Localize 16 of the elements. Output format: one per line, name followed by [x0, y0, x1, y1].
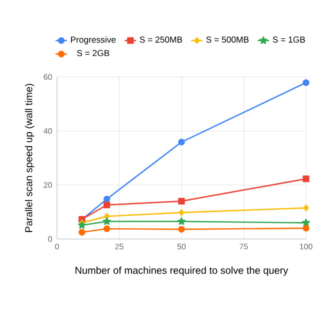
- x-tick-label: 100: [300, 244, 312, 250]
- y-tick-label: 40: [44, 128, 52, 134]
- legend-label: S = 2GB: [77, 50, 110, 56]
- x-tick-label: 25: [115, 244, 124, 250]
- x-tick-label: 75: [240, 244, 248, 250]
- y-axis-title: Parallel scan speed up (wall time): [24, 84, 34, 232]
- y-tick-label: 60: [44, 74, 52, 80]
- legend-label: S = 500MB: [206, 36, 249, 43]
- y-tick-label: 20: [44, 182, 52, 188]
- legend-label: S = 1GB: [272, 36, 305, 43]
- y-tick-label: 0: [48, 236, 52, 242]
- x-tick-label: 0: [55, 244, 59, 250]
- legend-label: Progressive: [71, 36, 116, 44]
- legend-label: S = 250MB: [140, 36, 182, 43]
- x-tick-label: 50: [177, 244, 186, 250]
- x-axis-title: Number of machines required to solve the query: [76, 266, 288, 276]
